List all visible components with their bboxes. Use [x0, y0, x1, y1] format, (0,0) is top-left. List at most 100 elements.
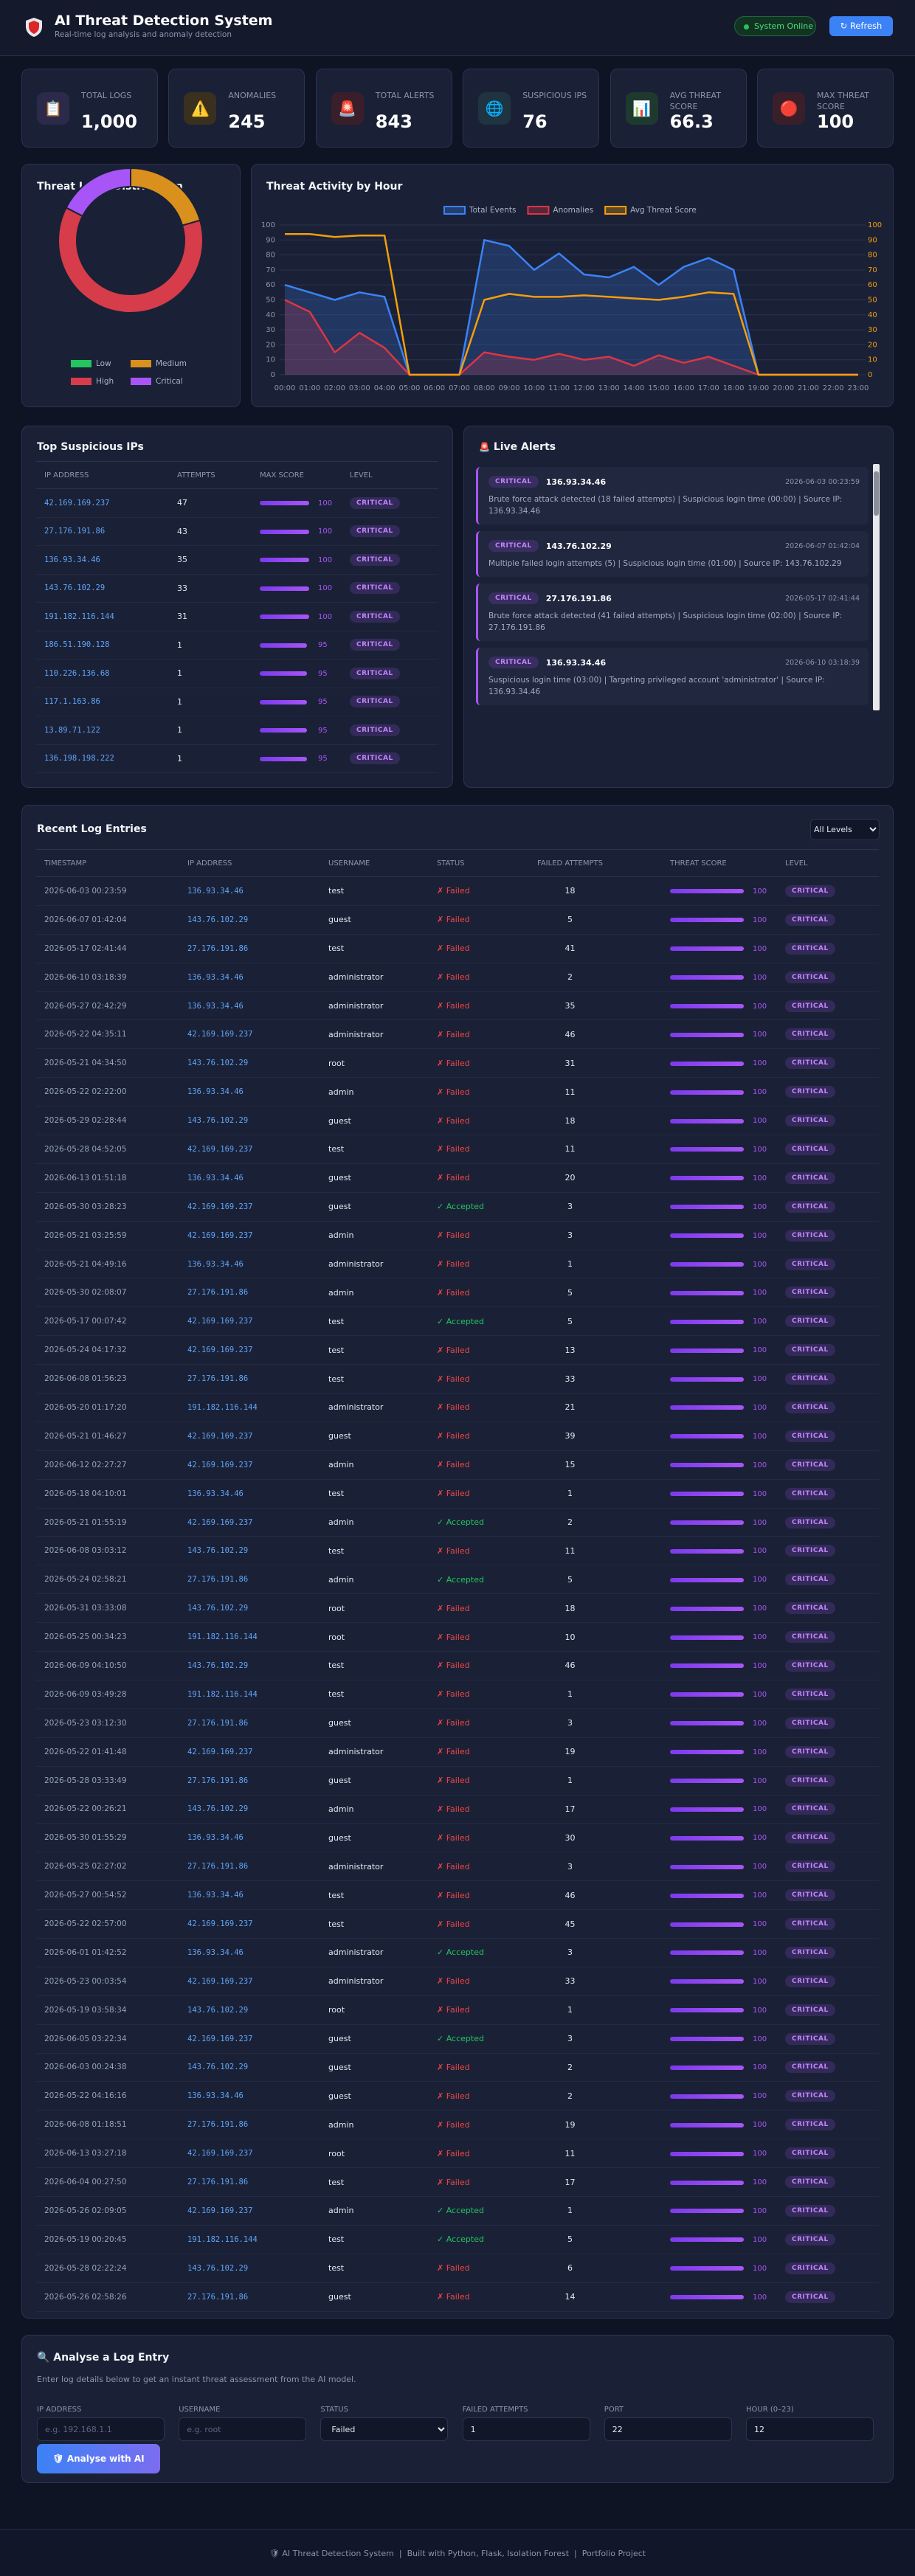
alert-time: 2026-05-17 02:41:44 [785, 594, 860, 603]
y-tick-label: 100 [261, 221, 275, 229]
username-cell: test [320, 1306, 429, 1337]
header: AI Threat Detection System Real-time log… [0, 0, 915, 56]
status-select[interactable]: Failed [320, 2417, 449, 2441]
timestamp-cell: 2026-06-07 01:42:04 [36, 905, 179, 935]
level-badge: CRITICAL [785, 1401, 835, 1413]
stat-card: ⚠️ ANOMALIES 245 [168, 69, 305, 148]
y2-tick-label: 10 [868, 356, 877, 364]
username-cell: root [320, 1622, 429, 1652]
alert-item[interactable]: CRITICAL 136.93.34.46 2026-06-03 00:23:59 B… [476, 467, 869, 524]
timestamp-cell: 2026-05-28 03:33:49 [36, 1766, 179, 1796]
score-track [670, 2008, 744, 2013]
number-input[interactable] [604, 2417, 732, 2441]
username-cell: test [320, 1335, 429, 1365]
score-cell: 100 [662, 2110, 777, 2140]
analyse-button[interactable]: 🛡 Analyse with AI [37, 2444, 160, 2473]
score-track [670, 1004, 744, 1008]
table-row: 2026-05-24 02:58:21 27.176.191.86 admin ✓ A… [36, 1565, 879, 1595]
status-cell: ✓ Accepted [429, 2024, 529, 2054]
x-tick-label: 04:00 [374, 384, 396, 392]
timestamp-cell: 2026-05-30 02:08:07 [36, 1278, 179, 1308]
score-value: 100 [753, 1891, 767, 1900]
ip-cell: 136.93.34.46 [179, 1077, 320, 1107]
alert-item[interactable]: CRITICAL 143.76.102.29 2026-06-07 01:42:04… [476, 531, 869, 577]
text-input[interactable] [179, 2417, 307, 2441]
ip-cell: 136.93.34.46 [36, 545, 169, 575]
score-value: 100 [753, 1489, 767, 1498]
x-tick-label: 11:00 [548, 384, 570, 392]
score-bar [260, 558, 309, 563]
timestamp-cell: 2026-05-25 00:34:23 [36, 1622, 179, 1652]
level-cell: CRITICAL [777, 1995, 879, 2025]
level-badge: CRITICAL [350, 639, 400, 651]
stat-icon: 📋 [37, 92, 69, 125]
score-cell: 100 [662, 991, 777, 1021]
column-header: STATUS [429, 849, 529, 877]
score-track [670, 1090, 744, 1095]
alert-item[interactable]: CRITICAL 27.176.191.86 2026-05-17 02:41:44… [476, 584, 869, 641]
level-cell: CRITICAL [777, 1048, 879, 1078]
failed-cell: 11 [529, 1536, 662, 1566]
level-cell: CRITICAL [777, 1967, 879, 1996]
form-field: PORT [604, 2406, 732, 2441]
area-fill [285, 240, 858, 375]
failed-cell: 46 [529, 1019, 662, 1050]
timestamp-cell: 2026-05-28 02:22:24 [36, 2254, 179, 2283]
table-body: 42.169.169.237 47 100 CRITICAL 27.176.191.86… [36, 488, 438, 773]
table-row: 2026-05-21 04:49:16 136.93.34.46 administr… [36, 1250, 879, 1279]
column-header: LEVEL [342, 461, 438, 489]
alert-time: 2026-06-07 01:42:04 [785, 541, 860, 550]
score-cell: 95 [252, 688, 342, 716]
x-tick-label: 12:00 [573, 384, 595, 392]
area-fill [285, 300, 858, 375]
level-cell: CRITICAL [342, 744, 438, 773]
score-value: 100 [753, 1346, 767, 1355]
score-track [670, 2037, 744, 2042]
timestamp-cell: 2026-05-26 02:09:05 [36, 2196, 179, 2226]
score-value: 100 [753, 1776, 767, 1785]
score-value: 100 [753, 2063, 767, 2072]
table-row: 2026-05-20 01:17:20 191.182.116.144 admini… [36, 1393, 879, 1422]
score-cell: 100 [662, 1450, 777, 1480]
level-badge: CRITICAL [785, 2147, 835, 2160]
refresh-button[interactable]: ↻ Refresh [829, 16, 893, 36]
score-value: 100 [753, 1289, 767, 1298]
timestamp-cell: 2026-05-22 00:26:21 [36, 1795, 179, 1824]
form-field: USERNAME [179, 2406, 307, 2441]
score-cell: 100 [662, 2282, 777, 2312]
score-bar [670, 1692, 744, 1697]
ip-cell: 143.76.102.29 [179, 1048, 320, 1078]
status-cell: ✗ Failed [429, 2167, 529, 2197]
number-input[interactable] [746, 2417, 874, 2441]
score-value: 95 [318, 641, 328, 650]
level-filter[interactable]: All Levels [810, 819, 880, 840]
score-value: 100 [753, 1948, 767, 1957]
number-input[interactable] [462, 2417, 590, 2441]
text-input[interactable] [37, 2417, 165, 2441]
username-cell: administrator [320, 1967, 429, 1996]
alert-list[interactable]: CRITICAL 136.93.34.46 2026-06-03 00:23:59 B… [476, 464, 880, 710]
analyse-card: 🔍 Analyse a Log Entry Enter log details … [21, 2335, 894, 2483]
status-text: System Online [754, 21, 813, 31]
table-row: 2026-05-26 02:58:26 27.176.191.86 guest ✗ F… [36, 2282, 879, 2312]
status-cell: ✗ Failed [429, 1795, 529, 1824]
ip-cell: 136.93.34.46 [179, 991, 320, 1021]
level-cell: CRITICAL [777, 1135, 879, 1164]
level-badge: CRITICAL [785, 2291, 835, 2303]
alert-message: Brute force attack detected (18 failed a… [488, 495, 843, 516]
table-row: 2026-06-03 00:24:38 143.76.102.29 guest ✗ F… [36, 2053, 879, 2082]
username-cell: admin [320, 1077, 429, 1107]
score-value: 100 [753, 1318, 767, 1326]
score-track [670, 889, 744, 894]
alert-item[interactable]: CRITICAL 136.93.34.46 2026-06-10 03:18:39 S… [476, 648, 869, 705]
failed-cell: 3 [529, 1221, 662, 1250]
level-badge: CRITICAL [785, 884, 835, 897]
username-cell: admin [320, 2196, 429, 2226]
failed-cell: 18 [529, 1593, 662, 1624]
table-row: 2026-05-22 02:22:00 136.93.34.46 admin ✗ Fa… [36, 1077, 879, 1107]
username-cell: administrator [320, 1852, 429, 1882]
level-badge: CRITICAL [785, 1832, 835, 1844]
y-tick-label: 20 [266, 341, 275, 349]
level-cell: CRITICAL [777, 1106, 879, 1136]
score-bar [670, 1779, 744, 1784]
